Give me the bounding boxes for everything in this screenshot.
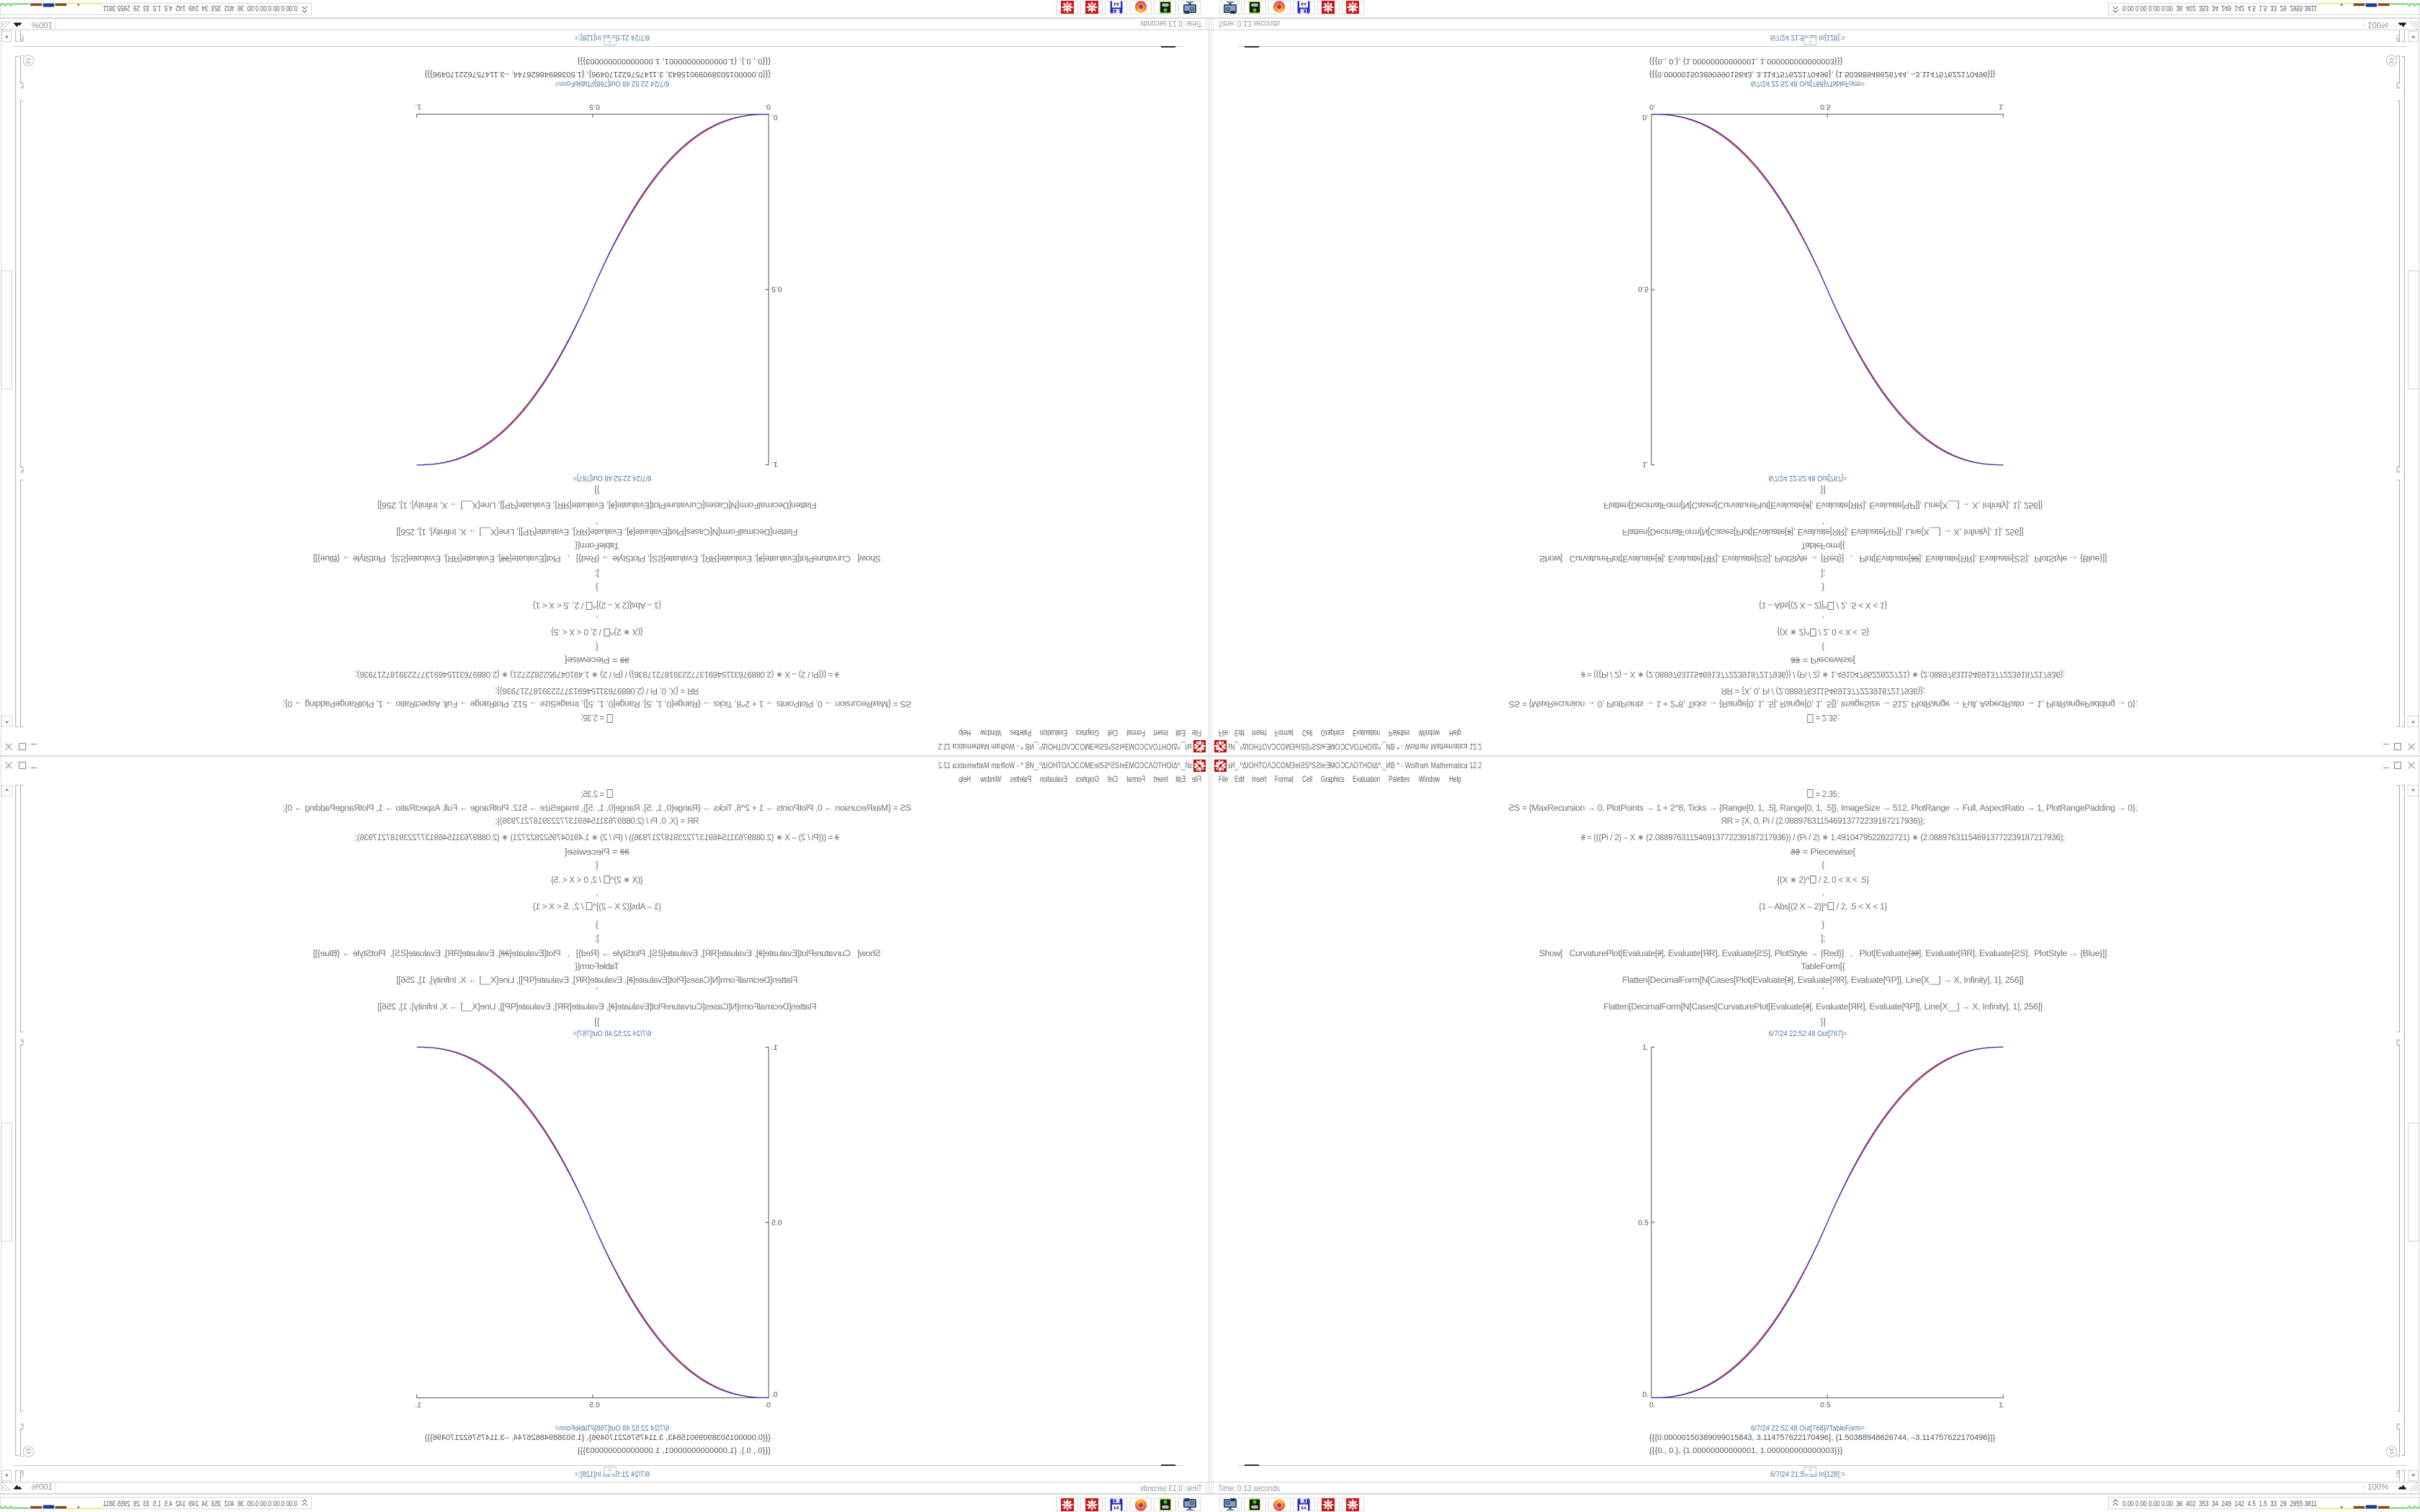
svg-text:0.5: 0.5	[771, 1219, 782, 1228]
svg-text:0.: 0.	[764, 1401, 771, 1410]
svg-text:0.: 0.	[1642, 113, 1649, 122]
svg-text:0.: 0.	[1642, 1390, 1649, 1399]
svg-text:0.5: 0.5	[589, 103, 600, 112]
svg-text:64: 64	[1113, 1506, 1119, 1511]
svg-text:0.5: 0.5	[771, 285, 782, 294]
svg-text:1.: 1.	[771, 460, 778, 469]
svg-text:0.: 0.	[764, 103, 771, 112]
svg-text:0.5: 0.5	[1820, 103, 1831, 112]
svg-text:1.: 1.	[415, 103, 421, 112]
svg-text:1.: 1.	[415, 1401, 421, 1410]
svg-text:0.5: 0.5	[1638, 285, 1649, 294]
svg-text:1.: 1.	[1999, 103, 2005, 112]
svg-text:0.: 0.	[1649, 103, 1656, 112]
svg-text:1.: 1.	[1999, 1401, 2005, 1410]
svg-text:0.: 0.	[771, 113, 778, 122]
svg-text:0.5: 0.5	[1638, 1219, 1649, 1228]
svg-text:1.: 1.	[1642, 1043, 1649, 1052]
svg-text:1.: 1.	[1642, 460, 1649, 469]
svg-text:0.5: 0.5	[1820, 1401, 1831, 1410]
svg-text:0.5: 0.5	[589, 1401, 600, 1410]
svg-text:64: 64	[1301, 1, 1307, 6]
svg-text:0.: 0.	[1649, 1401, 1656, 1410]
svg-text:64: 64	[1301, 1506, 1307, 1511]
svg-text:64: 64	[1113, 1, 1119, 6]
svg-text:0.: 0.	[771, 1390, 778, 1399]
svg-text:1.: 1.	[771, 1043, 778, 1052]
